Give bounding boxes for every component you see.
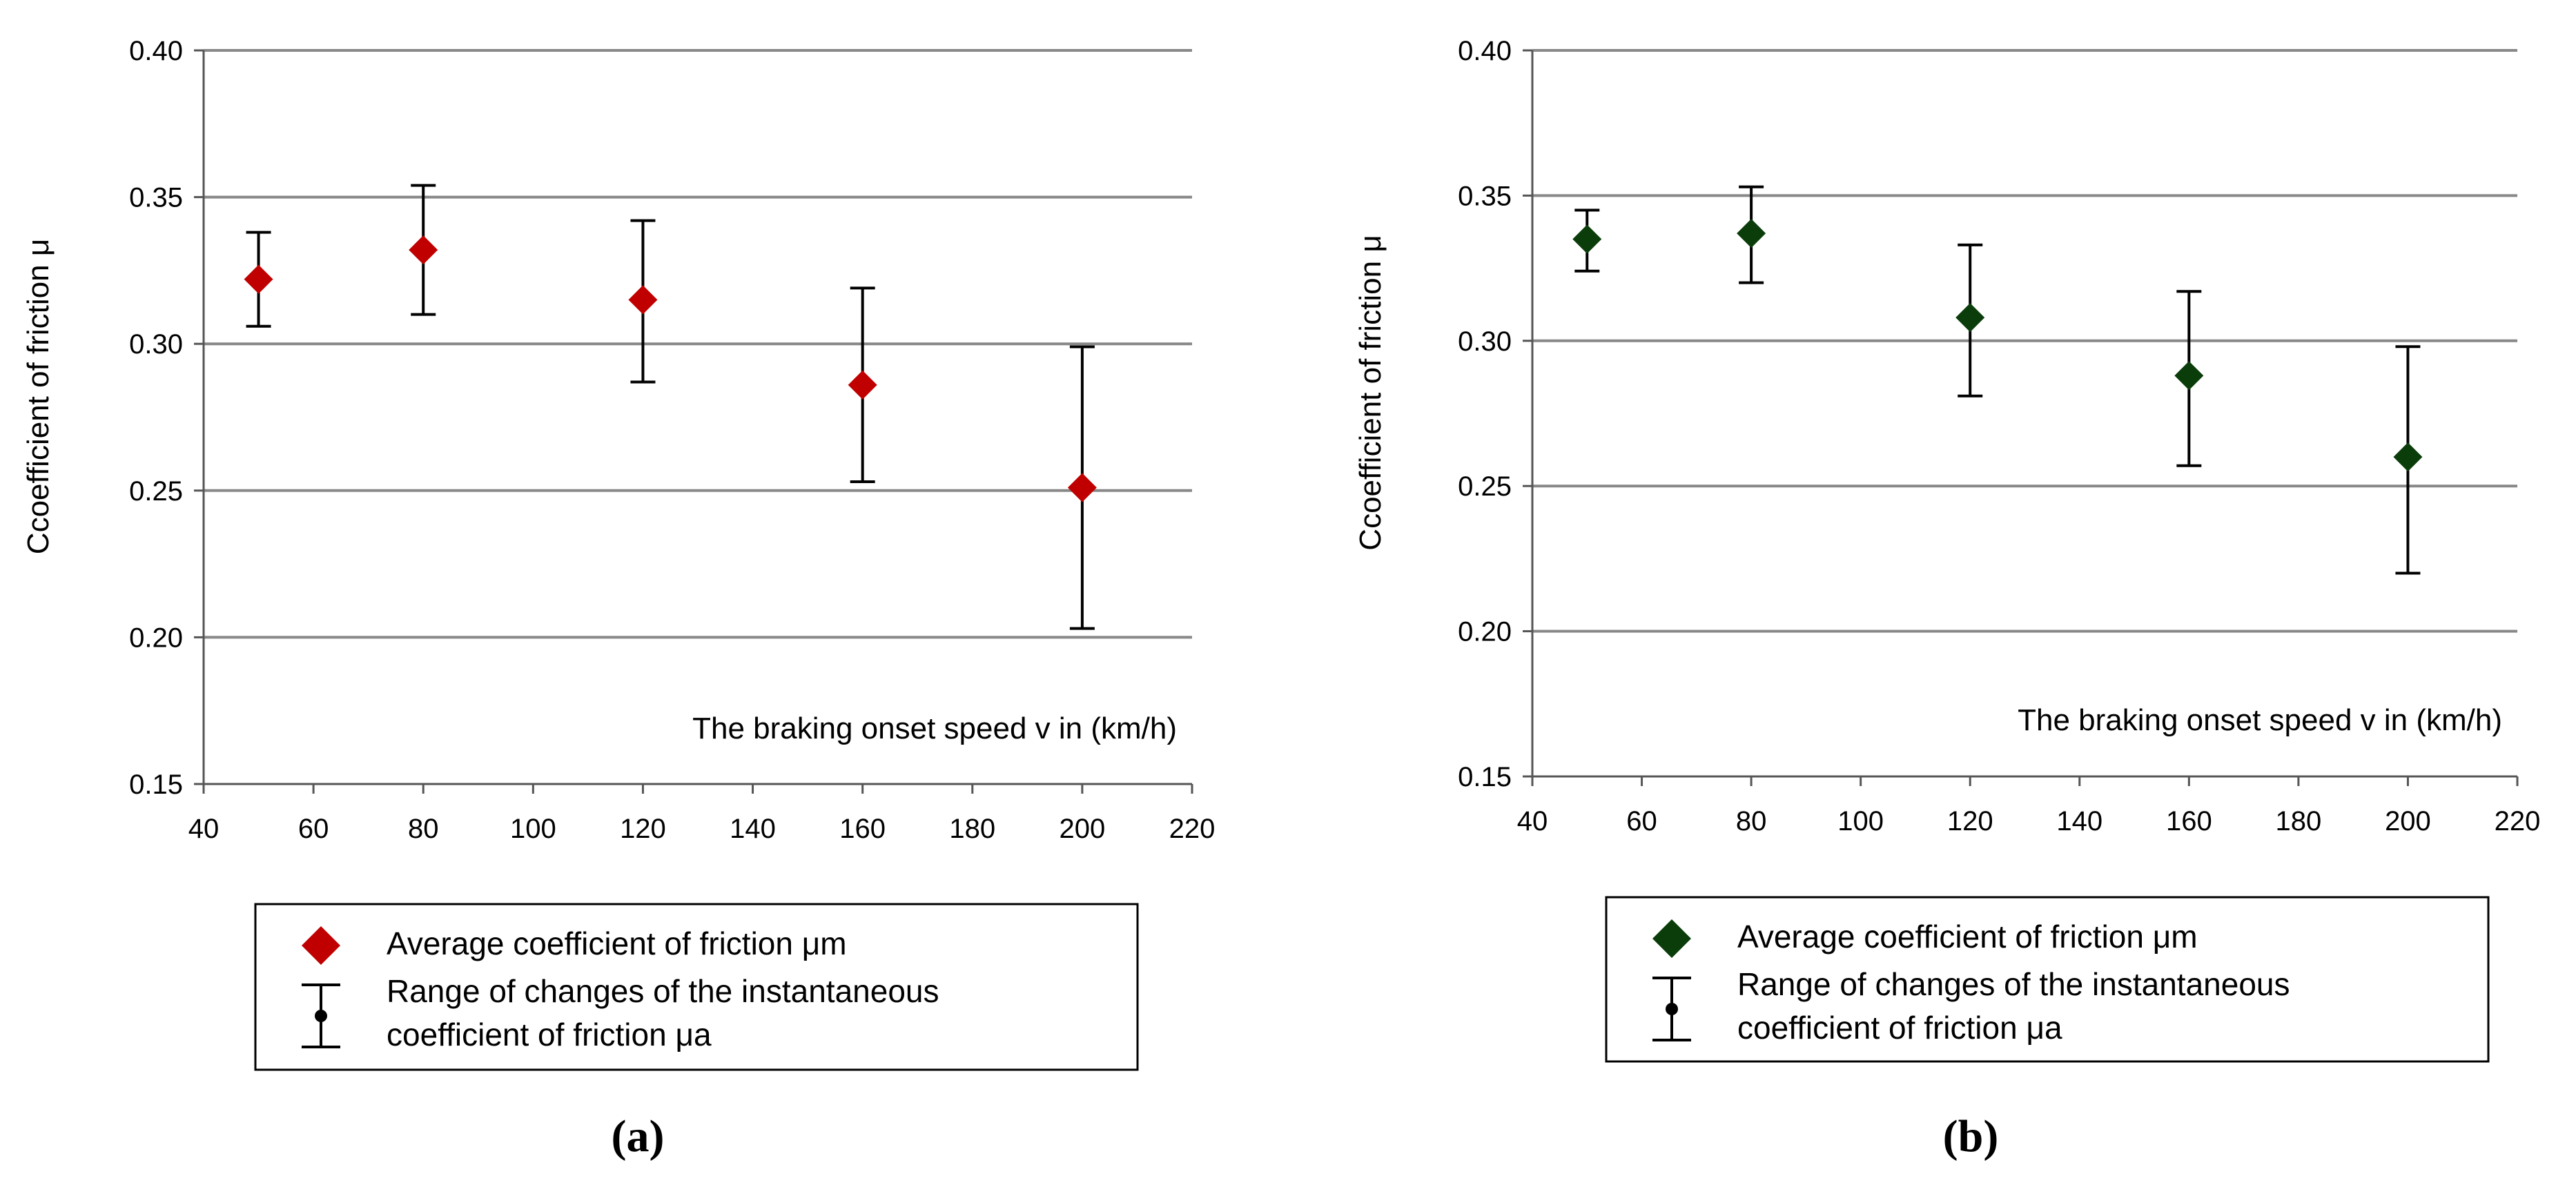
data-point xyxy=(2393,442,2423,472)
x-tick-label: 60 xyxy=(298,814,329,844)
x-tick-label: 100 xyxy=(510,814,556,844)
data-point xyxy=(1067,473,1097,502)
data-point xyxy=(1572,224,1602,254)
chart-panel-2: 0.15 0.20 0.25 0.30 0.35 0.40 40 60 80 100 120 140 1… xyxy=(1354,36,2540,1162)
legend-label-average: Average coefficient of friction μm xyxy=(387,926,847,961)
data-point xyxy=(409,235,438,265)
y-tick-label: 0.15 xyxy=(1458,762,1512,792)
y-tick-label: 0.40 xyxy=(1458,36,1512,66)
x-tick-label: 180 xyxy=(949,814,995,844)
legend-errorbar-dot xyxy=(1666,1003,1678,1015)
y-tick-label: 0.30 xyxy=(129,329,183,360)
data-point xyxy=(1737,219,1766,248)
legend-label-average: Average coefficient of friction μm xyxy=(1737,919,2198,954)
x-tick-label: 40 xyxy=(188,814,219,844)
data-point xyxy=(1955,303,1985,333)
y-tick-label: 0.30 xyxy=(1458,326,1512,357)
y-axis-title: Ccoefficient of friction μ xyxy=(1354,235,1387,550)
x-axis-title: The braking onset speed v in (km/h) xyxy=(2018,703,2502,737)
x-tick-label: 100 xyxy=(1837,806,1884,836)
x-tick-label: 120 xyxy=(1947,806,1993,836)
x-tick-label: 80 xyxy=(1736,806,1767,836)
x-tick-label: 200 xyxy=(1060,814,1106,844)
y-tick-label: 0.25 xyxy=(1458,471,1512,502)
legend-marker xyxy=(1652,919,1691,958)
legend-box xyxy=(1605,896,2490,1063)
x-tick-label: 80 xyxy=(408,814,439,844)
legend-label-range-line1: Range of changes of the instantaneous xyxy=(1737,966,2290,1002)
x-tick-label: 40 xyxy=(1517,806,1548,836)
x-tick-label: 60 xyxy=(1626,806,1657,836)
y-tick-label: 0.40 xyxy=(129,36,183,66)
x-tick-label: 140 xyxy=(730,814,776,844)
x-tick-label: 160 xyxy=(2166,806,2212,836)
legend-label-range-line1: Range of changes of the instantaneous xyxy=(387,973,939,1009)
x-tick-label: 220 xyxy=(2495,806,2541,836)
legend-label-range-line2: coefficient of friction μa xyxy=(387,1017,712,1052)
x-tick-label: 220 xyxy=(1169,814,1216,844)
y-tick-label: 0.20 xyxy=(129,623,183,653)
x-tick-label: 120 xyxy=(620,814,666,844)
data-point xyxy=(848,370,877,400)
legend: Average coefficient of friction μm Range … xyxy=(1605,896,2490,1063)
panel-label: (a) xyxy=(612,1111,665,1162)
x-tick-label: 180 xyxy=(2276,806,2322,836)
x-axis-title: The braking onset speed v in (km/h) xyxy=(692,712,1177,745)
y-tick-label: 0.35 xyxy=(129,183,183,213)
panel-label: (b) xyxy=(1943,1111,1999,1162)
y-tick-label: 0.15 xyxy=(129,770,183,800)
y-tick-label: 0.25 xyxy=(129,476,183,507)
x-tick-label: 160 xyxy=(839,814,886,844)
legend-box xyxy=(254,903,1139,1071)
legend-marker xyxy=(302,926,340,965)
y-tick-label: 0.35 xyxy=(1458,181,1512,211)
legend-errorbar-dot xyxy=(315,1010,327,1022)
legend: Average coefficient of friction μm Range … xyxy=(254,903,1139,1071)
chart-panel-1: 0.15 0.20 0.25 0.30 0.35 0.40 40 60 80 100 120 140 1… xyxy=(21,36,1215,1162)
y-axis-title: Ccoefficient of friction μ xyxy=(21,239,55,554)
x-tick-label: 200 xyxy=(2385,806,2431,836)
data-point xyxy=(244,264,273,294)
data-point xyxy=(628,285,658,315)
x-tick-label: 140 xyxy=(2056,806,2102,836)
legend-label-range-line2: coefficient of friction μa xyxy=(1737,1010,2062,1046)
data-point xyxy=(2174,361,2204,391)
y-tick-label: 0.20 xyxy=(1458,617,1512,647)
